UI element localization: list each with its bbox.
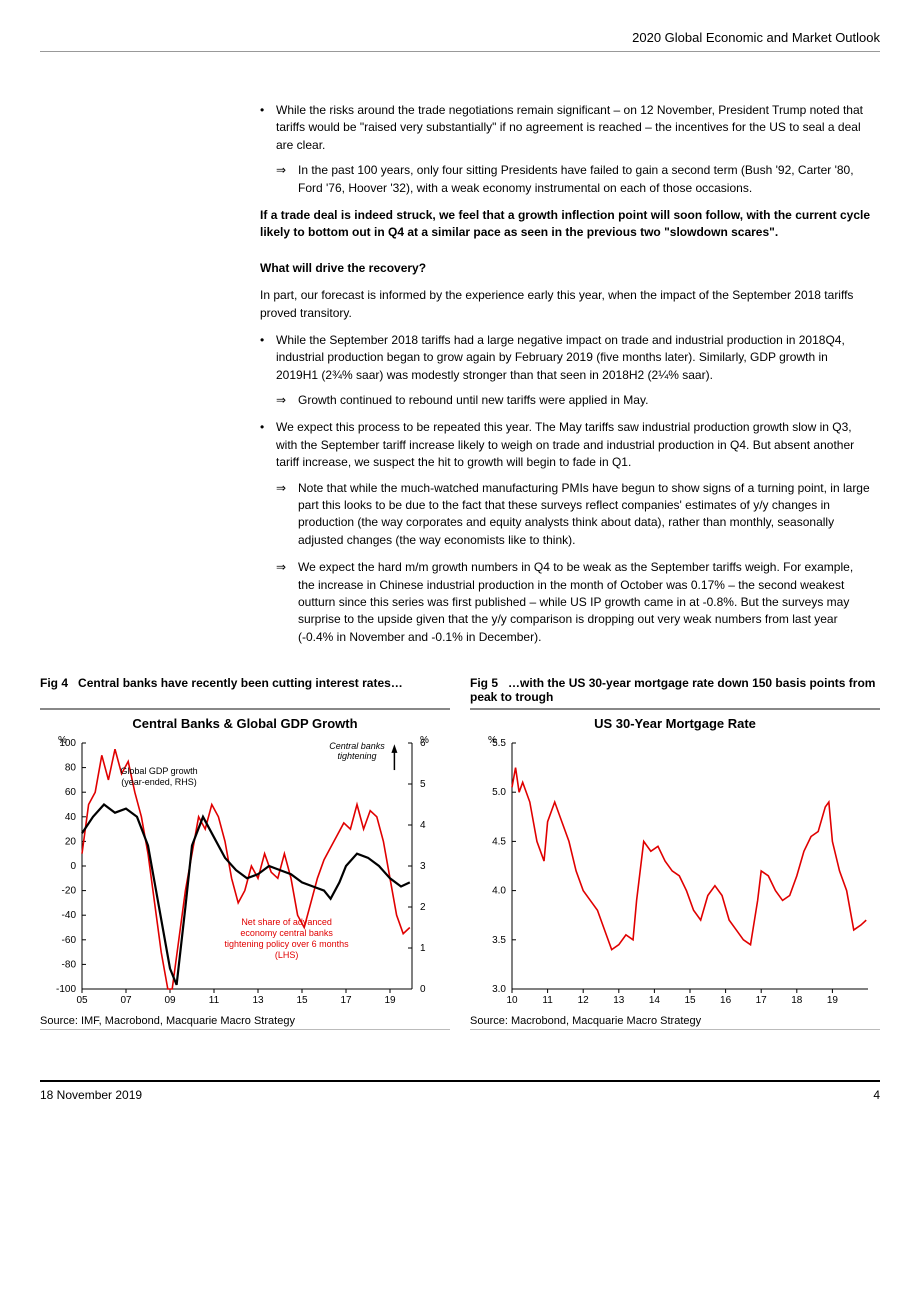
svg-text:4.5: 4.5 [492, 837, 506, 848]
arrow-list: In the past 100 years, only four sitting… [276, 162, 870, 197]
svg-text:-20: -20 [62, 886, 77, 897]
svg-text:3: 3 [420, 861, 426, 872]
fig4-caption-text: Central banks have recently been cutting… [78, 676, 403, 690]
svg-text:09: 09 [164, 995, 176, 1006]
svg-text:tightening policy over 6 month: tightening policy over 6 months [225, 939, 350, 949]
bullet-list-1: While the risks around the trade negotia… [260, 102, 870, 197]
svg-text:17: 17 [756, 995, 768, 1006]
svg-text:-60: -60 [62, 935, 77, 946]
svg-text:%: % [420, 735, 429, 746]
svg-text:0: 0 [420, 984, 426, 995]
svg-text:60: 60 [65, 787, 77, 798]
svg-text:12: 12 [578, 995, 590, 1006]
fig4-number: Fig 4 [40, 676, 68, 690]
section-heading: What will drive the recovery? [260, 260, 870, 277]
svg-text:40: 40 [65, 812, 77, 823]
bullet-item: While the risks around the trade negotia… [260, 102, 870, 197]
svg-text:15: 15 [296, 995, 308, 1006]
svg-text:-40: -40 [62, 910, 77, 921]
svg-text:5: 5 [420, 779, 426, 790]
svg-text:18: 18 [791, 995, 803, 1006]
svg-text:17: 17 [340, 995, 352, 1006]
bold-paragraph: If a trade deal is indeed struck, we fee… [260, 207, 870, 242]
svg-text:(LHS): (LHS) [275, 950, 299, 960]
svg-text:-100: -100 [56, 984, 76, 995]
svg-text:0: 0 [70, 861, 76, 872]
svg-text:economy central banks: economy central banks [240, 928, 333, 938]
fig4-caption: Fig 4 Central banks have recently been c… [40, 676, 450, 710]
svg-text:13: 13 [613, 995, 625, 1006]
svg-text:10: 10 [506, 995, 518, 1006]
fig5-chart: US 30-Year Mortgage Rate 3.0 3.5 4.0 4.5 5.0… [470, 716, 880, 1013]
svg-text:16: 16 [720, 995, 732, 1006]
svg-text:14: 14 [649, 995, 661, 1006]
figure-5: Fig 5 …with the US 30-year mortgage rate… [470, 676, 880, 1030]
arrow-list: Note that while the much-watched manufac… [276, 480, 870, 647]
svg-text:2: 2 [420, 902, 426, 913]
svg-text:Net share of advanced: Net share of advanced [241, 917, 332, 927]
footer-page-number: 4 [873, 1088, 880, 1102]
svg-text:80: 80 [65, 763, 77, 774]
paragraph: In part, our forecast is informed by the… [260, 287, 870, 322]
fig5-title: US 30-Year Mortgage Rate [470, 716, 880, 731]
svg-text:%: % [58, 735, 67, 746]
figures-row: Fig 4 Central banks have recently been c… [40, 676, 880, 1030]
fig4-title: Central Banks & Global GDP Growth [40, 716, 450, 731]
fig5-svg: 3.03.54.04.55.05.5%10111213141516171819 [470, 733, 880, 1013]
svg-text:3.0: 3.0 [492, 984, 506, 995]
bullet-item: We expect this process to be repeated th… [260, 419, 870, 646]
svg-text:-80: -80 [62, 960, 77, 971]
svg-text:(year-ended, RHS): (year-ended, RHS) [121, 777, 197, 787]
bullet-item: While the September 2018 tariffs had a l… [260, 332, 870, 410]
arrow-list: Growth continued to rebound until new ta… [276, 392, 870, 409]
svg-text:tightening: tightening [337, 751, 376, 761]
svg-text:15: 15 [684, 995, 696, 1006]
svg-text:19: 19 [384, 995, 396, 1006]
fig4-chart: Central Banks & Global GDP Growth -100 -8… [40, 716, 450, 1013]
page-footer: 18 November 2019 4 [40, 1080, 880, 1102]
svg-text:Global GDP growth: Global GDP growth [120, 766, 197, 776]
arrow-item: Growth continued to rebound until new ta… [276, 392, 870, 409]
figure-4: Fig 4 Central banks have recently been c… [40, 676, 450, 1030]
svg-text:05: 05 [76, 995, 88, 1006]
fig5-number: Fig 5 [470, 676, 498, 690]
footer-date: 18 November 2019 [40, 1088, 142, 1102]
fig4-source: Source: IMF, Macrobond, Macquarie Macro … [40, 1013, 450, 1030]
svg-text:3.5: 3.5 [492, 935, 506, 946]
header-title: 2020 Global Economic and Market Outlook [40, 30, 880, 52]
body-content: While the risks around the trade negotia… [260, 102, 870, 646]
svg-text:11: 11 [209, 995, 220, 1006]
arrow-item: In the past 100 years, only four sitting… [276, 162, 870, 197]
svg-text:07: 07 [120, 995, 132, 1006]
svg-text:4: 4 [420, 820, 426, 831]
svg-text:20: 20 [65, 837, 77, 848]
arrow-item: Note that while the much-watched manufac… [276, 480, 870, 550]
svg-text:13: 13 [252, 995, 264, 1006]
svg-text:19: 19 [827, 995, 839, 1006]
arrow-item: We expect the hard m/m growth numbers in… [276, 559, 870, 646]
svg-text:5.0: 5.0 [492, 787, 506, 798]
svg-text:11: 11 [542, 995, 553, 1006]
svg-text:%: % [488, 735, 497, 746]
bullet-text: We expect this process to be repeated th… [276, 420, 854, 469]
svg-text:Central banks: Central banks [329, 741, 385, 751]
fig5-caption: Fig 5 …with the US 30-year mortgage rate… [470, 676, 880, 710]
bullet-list-2: While the September 2018 tariffs had a l… [260, 332, 870, 646]
svg-text:4.0: 4.0 [492, 886, 506, 897]
bullet-text: While the risks around the trade negotia… [276, 103, 863, 152]
fig5-source: Source: Macrobond, Macquarie Macro Strat… [470, 1013, 880, 1030]
fig5-caption-text: …with the US 30-year mortgage rate down … [470, 676, 875, 704]
svg-text:1: 1 [420, 943, 426, 954]
fig4-svg: -100-80-60-40-20020406080100%0123456%050… [40, 733, 450, 1013]
bullet-text: While the September 2018 tariffs had a l… [276, 333, 845, 382]
